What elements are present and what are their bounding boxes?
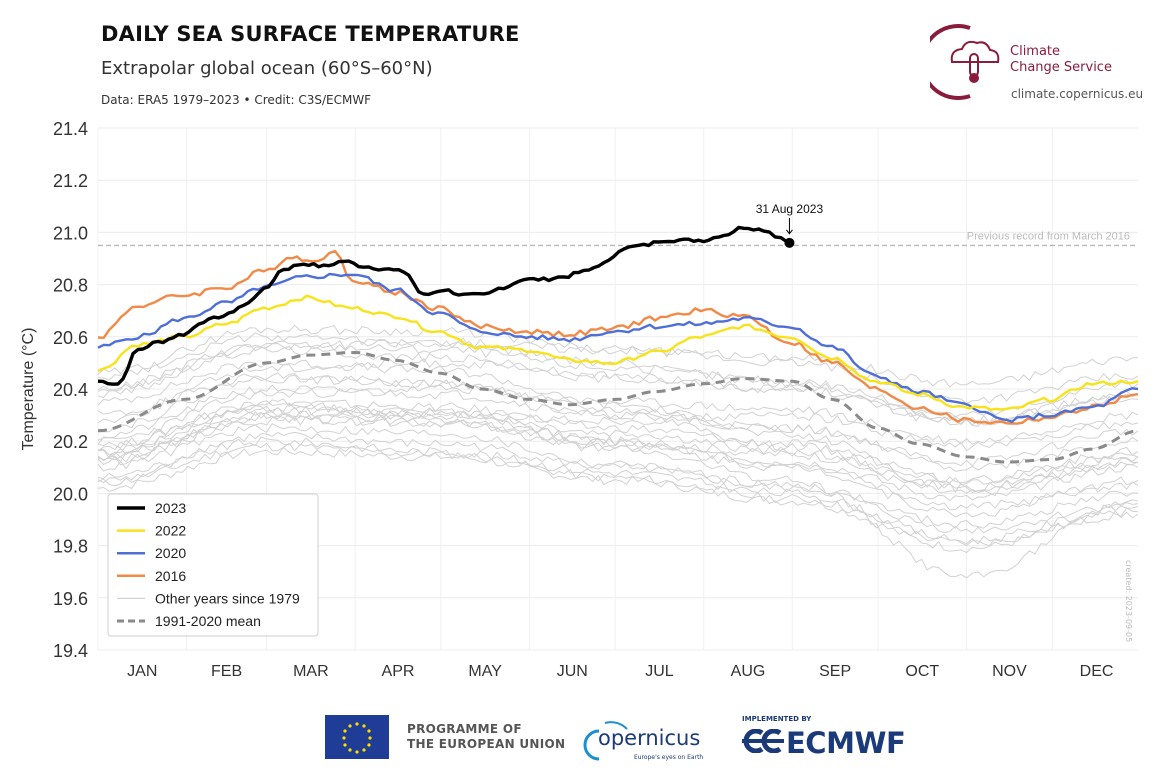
programme-line2: THE EUROPEAN UNION xyxy=(407,737,566,751)
series-line-2021 xyxy=(97,340,1139,418)
legend-label: 2020 xyxy=(155,545,186,561)
series-line-1991 xyxy=(97,415,1139,579)
y-tick-label: 21.4 xyxy=(53,119,88,139)
y-tick-label: 20.2 xyxy=(53,432,88,452)
series-line-2016 xyxy=(97,250,1139,425)
series-line-2018 xyxy=(97,345,1139,426)
series-line-1980 xyxy=(97,431,1139,534)
series-line-1998 xyxy=(97,372,1139,494)
series-line-2020 xyxy=(97,272,1139,423)
copernicus-wordmark: opernicus xyxy=(598,726,701,750)
series-line-2023 xyxy=(97,225,791,386)
ecmwf-implemented-label: IMPLEMENTED BY xyxy=(742,715,812,723)
legend-box xyxy=(107,493,319,637)
x-tick-label: JUN xyxy=(557,663,588,680)
y-tick-label: 20.4 xyxy=(53,380,88,400)
y-tick-label: 19.8 xyxy=(53,537,88,557)
series-line-1995 xyxy=(97,402,1139,497)
annotation-point xyxy=(784,237,795,248)
c3s-name: Climate Change Service xyxy=(1010,44,1112,76)
series-line-1985 xyxy=(97,442,1139,547)
eu-flag-icon xyxy=(325,715,389,759)
series-line-2002 xyxy=(97,384,1139,467)
y-tick-label: 21.2 xyxy=(53,171,88,191)
sst-chart: 19.4 19.6 19.8 20.0 20.2 20.4 20.6 20.8 21.0 21.2… xyxy=(20,119,1139,680)
x-tick-label: FEB xyxy=(211,663,242,680)
chart-subtitle: Extrapolar global ocean (60°S–60°N) xyxy=(101,58,433,79)
record-label: Previous record from March 2016 xyxy=(967,230,1130,242)
series-line-1992 xyxy=(97,423,1139,529)
legend-label: 1991-2020 mean xyxy=(155,613,261,629)
copernicus-logo-icon xyxy=(583,721,628,761)
x-tick-label: AUG xyxy=(731,663,766,680)
series-line-1991-2020-mean xyxy=(97,351,1139,464)
x-tick-label: MAR xyxy=(293,663,329,680)
x-tick-label: DEC xyxy=(1080,663,1114,680)
data-credit: Data: ERA5 1979–2023 • Credit: C3S/ECMWF xyxy=(101,93,372,107)
y-tick-label: 21.0 xyxy=(53,223,88,243)
copernicus-tagline: Europe's eyes on Earth xyxy=(634,754,704,761)
x-tick-label: JUL xyxy=(645,663,674,680)
eu-programme-label: PROGRAMME OF THE EUROPEAN UNION xyxy=(407,722,565,752)
x-tick-label: SEP xyxy=(819,663,851,680)
c3s-name-line1: Climate xyxy=(1010,44,1061,59)
ecmwf-mark-icon xyxy=(742,729,784,753)
c3s-name-line2: Change Service xyxy=(1010,60,1112,75)
series-line-2019 xyxy=(97,324,1139,405)
y-tick-label: 20.8 xyxy=(53,276,88,296)
y-tick-label: 20.0 xyxy=(53,484,88,504)
series-line-1997 xyxy=(97,410,1139,463)
y-tick-label: 19.4 xyxy=(53,641,88,661)
c3s-url[interactable]: climate.copernicus.eu xyxy=(1011,87,1144,101)
series-line-2015 xyxy=(97,337,1139,392)
series-line-2022 xyxy=(97,294,1139,411)
x-tick-label: JAN xyxy=(127,663,157,680)
series-line-2005 xyxy=(97,374,1139,472)
x-tick-label: APR xyxy=(382,663,415,680)
y-tick-label: 19.6 xyxy=(53,589,88,609)
x-tick-label: MAY xyxy=(468,663,502,680)
series-line-1979 xyxy=(97,446,1139,554)
annotation-label: 31 Aug 2023 xyxy=(756,202,824,216)
x-tick-label: OCT xyxy=(905,663,939,680)
legend-label: Other years since 1979 xyxy=(155,590,300,606)
ecmwf-wordmark: ECMWF xyxy=(786,726,906,760)
legend-label: 2022 xyxy=(155,523,186,539)
legend-label: 2016 xyxy=(155,568,186,584)
series-line-2001 xyxy=(97,398,1139,486)
x-tick-label: NOV xyxy=(992,663,1027,680)
created-date: created: 2023-09-05 xyxy=(1124,560,1133,643)
legend-label: 2023 xyxy=(155,500,186,516)
y-axis-label: Temperature (°C) xyxy=(20,328,37,451)
series-line-1981 xyxy=(97,436,1139,545)
y-tick-label: 20.6 xyxy=(53,328,88,348)
c3s-logo-icon xyxy=(930,24,1000,100)
annotation-arrowhead xyxy=(786,229,793,235)
programme-line1: PROGRAMME OF xyxy=(407,722,522,736)
chart-title: DAILY SEA SURFACE TEMPERATURE xyxy=(101,22,520,46)
